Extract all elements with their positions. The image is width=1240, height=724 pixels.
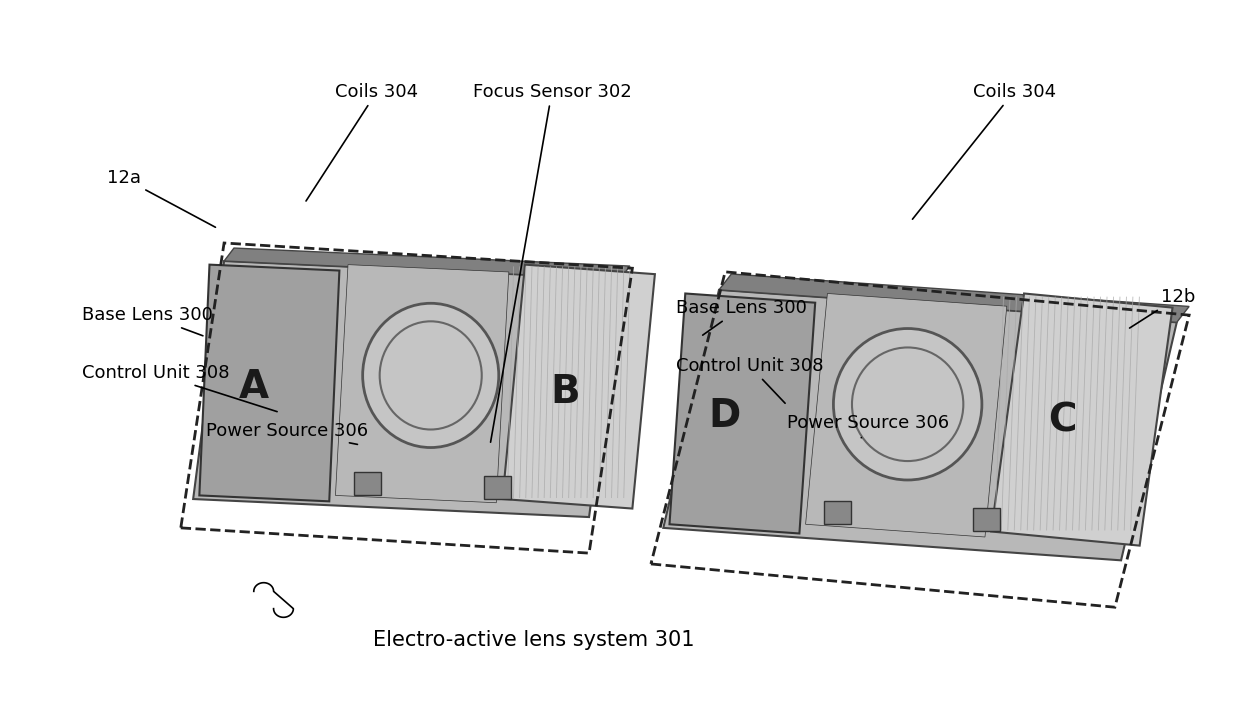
Text: Coils 304: Coils 304 [913, 83, 1055, 219]
Text: Focus Sensor 302: Focus Sensor 302 [472, 83, 631, 442]
Polygon shape [991, 293, 1173, 546]
Text: Power Source 306: Power Source 306 [787, 414, 949, 438]
Bar [972, 508, 999, 531]
Text: Coils 304: Coils 304 [306, 83, 419, 201]
Polygon shape [502, 265, 655, 508]
Bar [825, 501, 852, 524]
Bar [484, 476, 511, 499]
Polygon shape [663, 290, 1177, 560]
Text: Electro-active lens system 301: Electro-active lens system 301 [372, 630, 694, 649]
Polygon shape [806, 293, 1007, 537]
Bar [353, 472, 381, 495]
Text: Control Unit 308: Control Unit 308 [676, 357, 823, 403]
Text: Base Lens 300: Base Lens 300 [676, 299, 806, 335]
Text: A: A [239, 368, 269, 406]
Text: B: B [551, 373, 579, 411]
Ellipse shape [833, 329, 982, 480]
Text: Control Unit 308: Control Unit 308 [82, 364, 277, 412]
Polygon shape [719, 274, 1189, 322]
Polygon shape [670, 293, 815, 534]
Polygon shape [193, 261, 620, 517]
Text: Base Lens 300: Base Lens 300 [82, 306, 213, 336]
Text: C: C [1048, 401, 1076, 439]
Text: 12a: 12a [107, 169, 216, 227]
Text: 12b: 12b [1130, 288, 1195, 328]
Text: D: D [708, 397, 740, 435]
Polygon shape [336, 265, 508, 502]
Ellipse shape [362, 303, 498, 447]
Polygon shape [224, 248, 630, 279]
Text: Power Source 306: Power Source 306 [206, 421, 367, 445]
Polygon shape [200, 265, 340, 501]
